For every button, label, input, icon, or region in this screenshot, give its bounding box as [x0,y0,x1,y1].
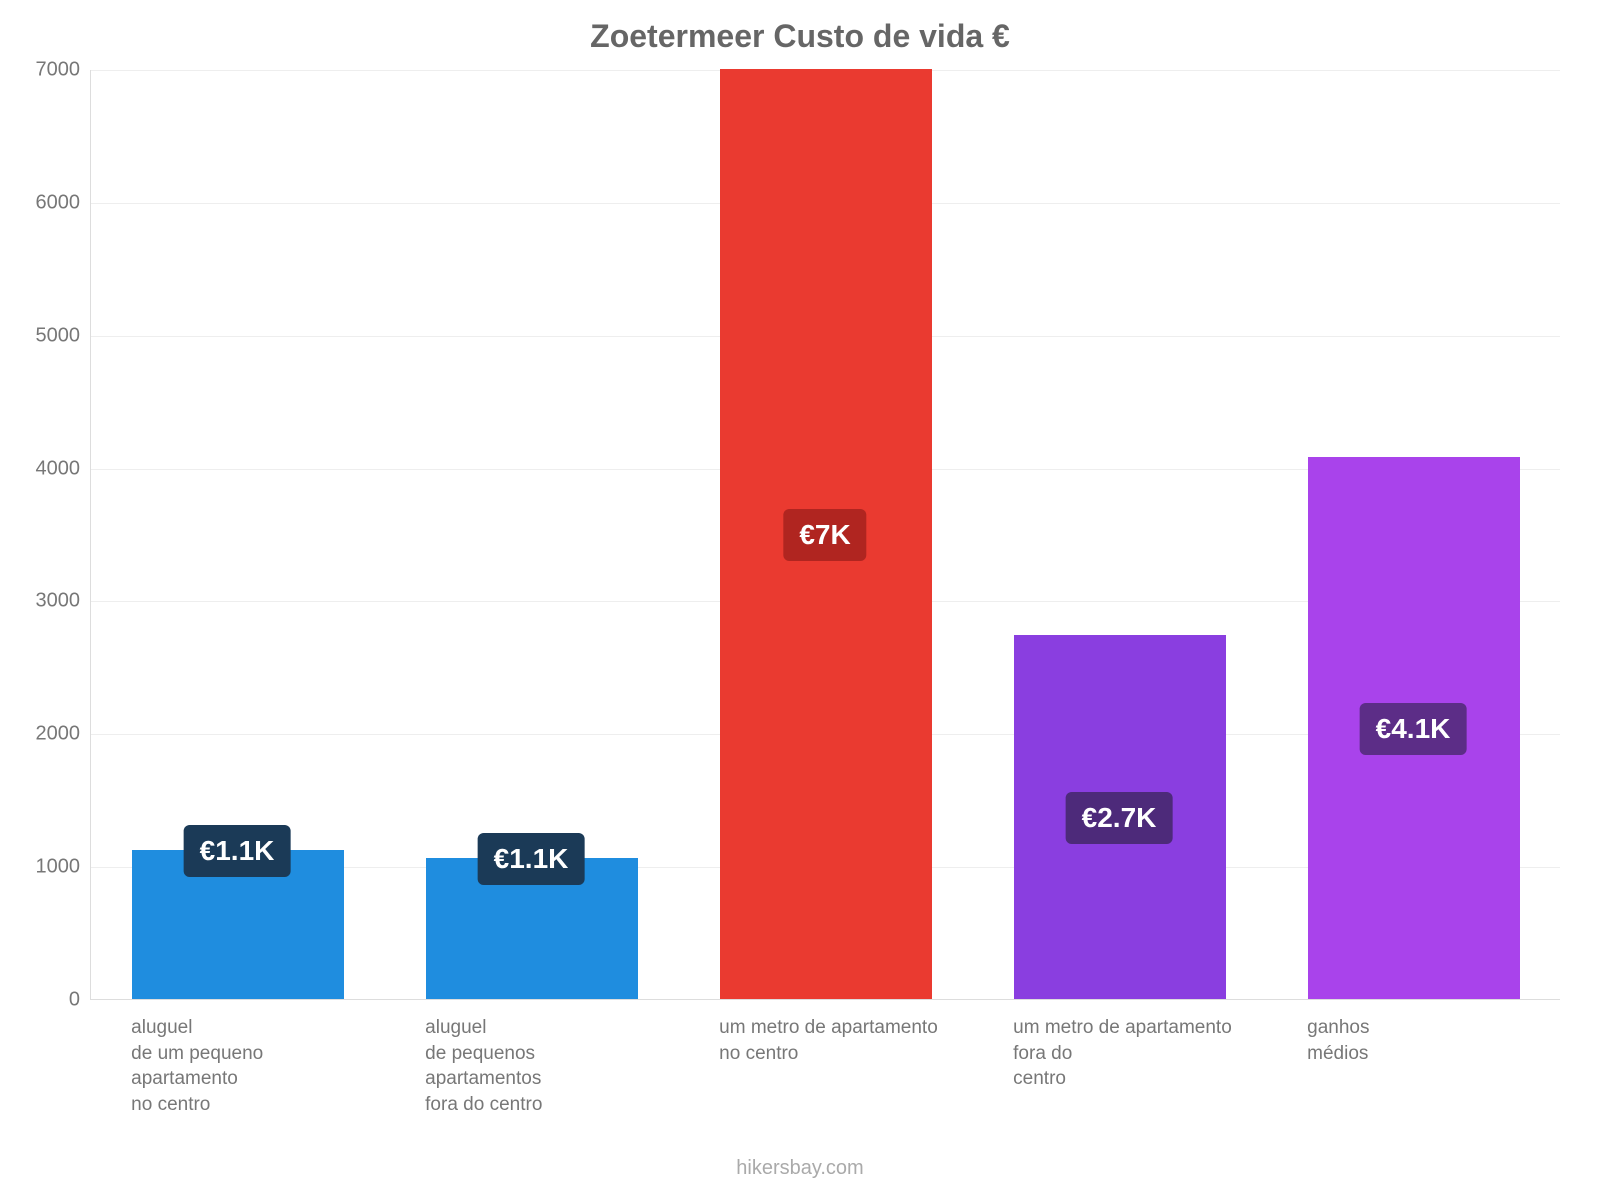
x-axis-label: um metro de apartamento fora do centro [1013,1015,1225,1092]
value-badge: €7K [783,509,866,561]
chart-container: Zoetermeer Custo de vida € hikersbay.com… [0,0,1600,1200]
y-tick-label: 2000 [10,723,80,746]
chart-title: Zoetermeer Custo de vida € [0,18,1600,55]
y-tick-label: 6000 [10,191,80,214]
y-tick-label: 7000 [10,59,80,82]
x-axis-label: aluguel de um pequeno apartamento no cen… [131,1015,343,1118]
value-badge: €2.7K [1066,792,1173,844]
y-tick-label: 4000 [10,457,80,480]
value-badge: €1.1K [478,833,585,885]
y-tick-label: 0 [10,989,80,1012]
x-axis-label: aluguel de pequenos apartamentos fora do… [425,1015,637,1118]
value-badge: €4.1K [1360,703,1467,755]
y-tick-label: 1000 [10,856,80,879]
value-badge: €1.1K [184,825,291,877]
credit-text: hikersbay.com [0,1157,1600,1180]
y-tick-label: 3000 [10,590,80,613]
x-axis-label: ganhos médios [1307,1015,1519,1066]
y-tick-label: 5000 [10,324,80,347]
x-axis-label: um metro de apartamento no centro [719,1015,931,1066]
